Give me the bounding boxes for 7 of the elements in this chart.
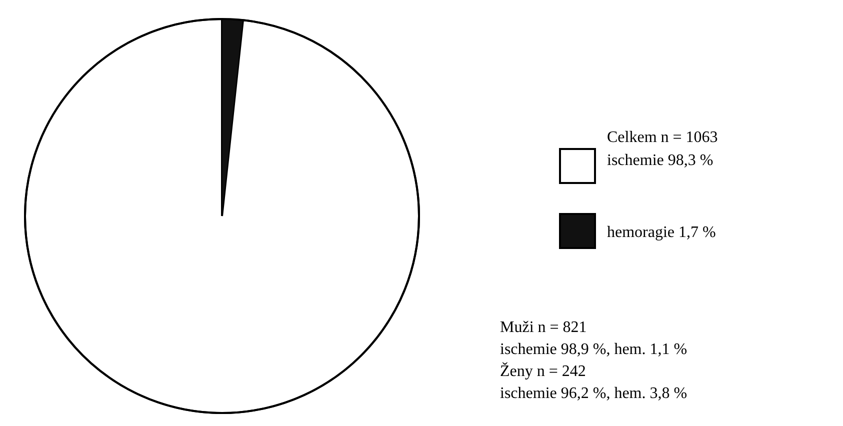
legend-label: ischemie 98,3 % <box>607 152 714 169</box>
text: ischemie 98,9 %, hem. 1,1 % <box>500 341 688 358</box>
text: Muži n = 821 <box>500 319 587 336</box>
text: Ženy n = 242 <box>500 362 586 380</box>
legend-label: hemoragie 1,7 % <box>607 224 716 241</box>
text: ischemie 96,2 %, hem. 3,8 % <box>500 385 688 402</box>
legend-title: Celkem n = 1063 <box>607 129 718 146</box>
